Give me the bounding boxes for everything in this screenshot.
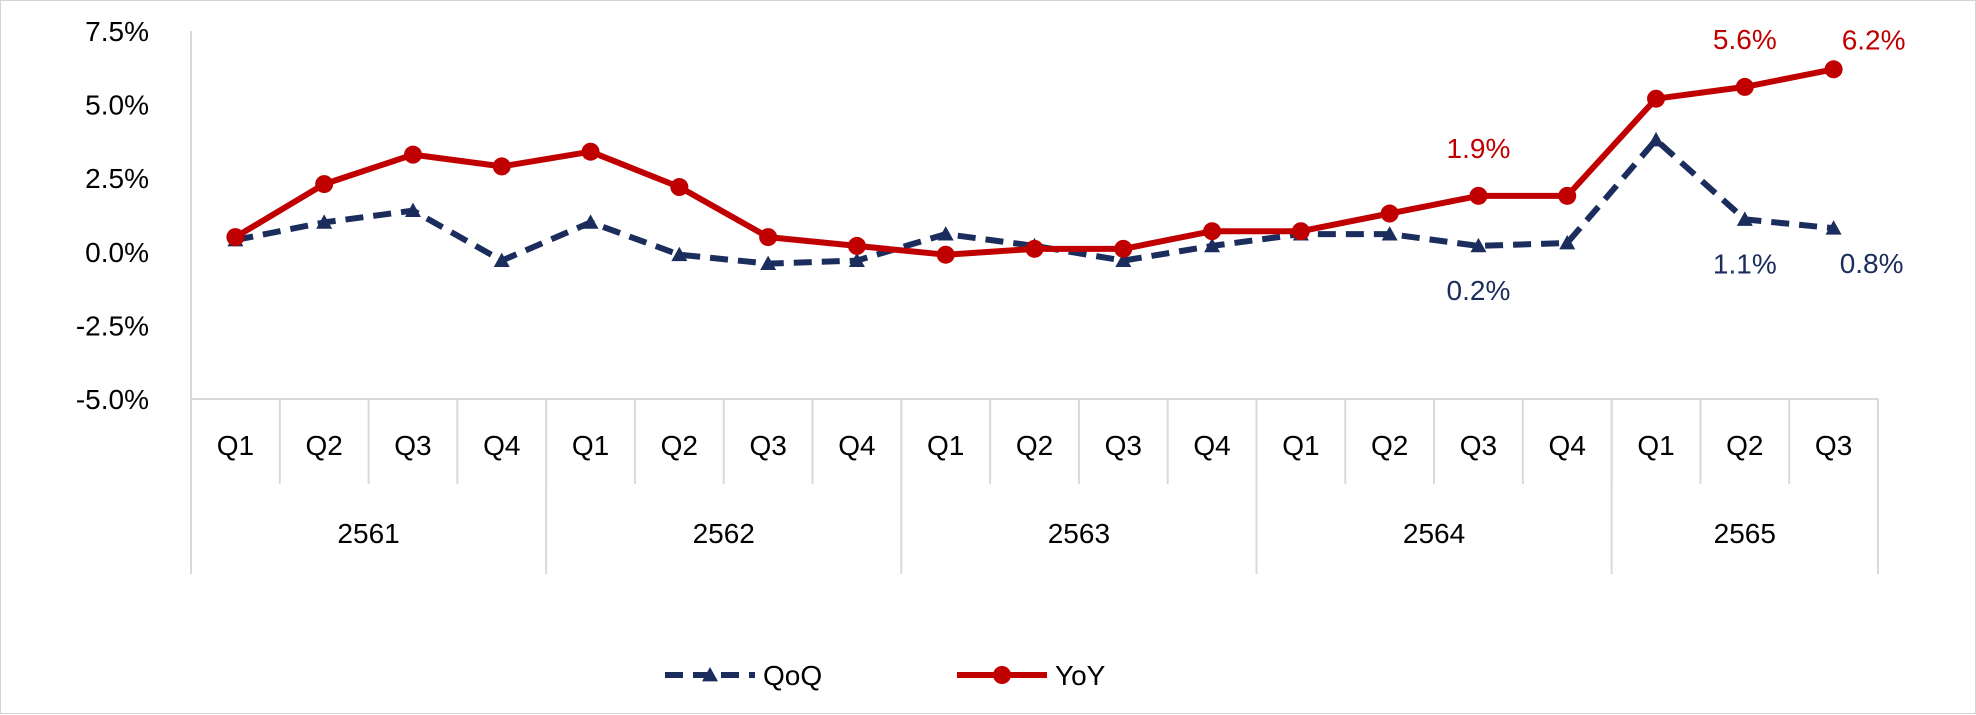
y-tick-label: -2.5% (76, 310, 149, 341)
qoq-point (1470, 237, 1487, 253)
qoq-point (1648, 131, 1665, 147)
x-tick-label: Q4 (1193, 430, 1230, 461)
yoy-point (581, 142, 600, 161)
qoq-point (493, 252, 510, 268)
yoy-point (1558, 186, 1577, 205)
x-tick-label: Q4 (1549, 430, 1586, 461)
x-tick-label: Q2 (661, 430, 698, 461)
x-tick-label: Q3 (1815, 430, 1852, 461)
x-tick-label: Q1 (572, 430, 609, 461)
qoq-point (1115, 252, 1132, 268)
qoq-data-label: 1.1% (1713, 248, 1777, 279)
yoy-series-line (233, 66, 1835, 258)
yoy-point (759, 228, 778, 247)
yoy-point (1824, 60, 1843, 79)
x-tick-label: Q3 (394, 430, 431, 461)
yoy-point (1025, 239, 1044, 258)
qoq-point (582, 214, 599, 229)
y-tick-label: 0.0% (85, 237, 149, 268)
data-labels-layer: 0.2% 1.1% 0.8% 1.9% 5.6% 6.2% (1447, 24, 1906, 306)
qoq-data-label: 0.8% (1840, 248, 1904, 279)
x-tick-label: Q1 (1637, 430, 1674, 461)
qoq-point (1736, 211, 1753, 226)
qoq-point (760, 255, 777, 270)
x-group-label: 2565 (1714, 518, 1776, 549)
qoq-point (671, 246, 688, 262)
y-tick-label: 7.5% (85, 16, 149, 47)
qoq-point (1825, 220, 1842, 235)
legend: QoQ YoY (665, 660, 1106, 691)
y-tick-label: -5.0% (76, 384, 149, 415)
yoy-point (1647, 89, 1666, 108)
yoy-point (315, 175, 334, 194)
qoq-point (937, 226, 954, 241)
x-group-label: 2562 (693, 518, 755, 549)
qoq-point (404, 202, 421, 217)
yoy-point (403, 145, 422, 164)
yoy-point (1469, 186, 1488, 205)
legend-yoy-label: YoY (1055, 660, 1106, 691)
yoy-point (670, 178, 689, 197)
x-tick-label: Q4 (838, 430, 875, 461)
yoy-point (936, 245, 955, 264)
yoy-point (226, 228, 245, 247)
x-tick-label: Q3 (1460, 430, 1497, 461)
yoy-point (1114, 239, 1133, 258)
x-tick-label: Q3 (1105, 430, 1142, 461)
x-tick-label: Q1 (1282, 430, 1319, 461)
yoy-data-label: 5.6% (1713, 24, 1777, 55)
axes-layer: 7.5% 5.0% 2.5% 0.0% -2.5% -5.0% Q1 Q2 Q3 Q4 Q1 Q2 Q3… (76, 16, 1879, 574)
x-tick-label: Q2 (1016, 430, 1053, 461)
yoy-data-label: 1.9% (1447, 133, 1511, 164)
qoq-data-label: 0.2% (1447, 275, 1511, 306)
y-tick-label: 5.0% (85, 90, 149, 121)
x-tick-label: Q2 (1726, 430, 1763, 461)
yoy-point (492, 157, 511, 176)
x-tick-label: Q2 (306, 430, 343, 461)
qoq-point (1381, 226, 1398, 241)
yoy-point (1735, 77, 1754, 96)
qoq-point (848, 252, 865, 268)
x-group-label: 2561 (337, 518, 399, 549)
y-tick-label: 2.5% (85, 163, 149, 194)
x-group-label: 2564 (1403, 518, 1465, 549)
yoy-point (1380, 204, 1399, 223)
qoq-point (1559, 234, 1576, 250)
legend-yoy-marker (993, 666, 1011, 684)
yoy-point (1203, 222, 1222, 241)
x-tick-label: Q4 (483, 430, 520, 461)
x-tick-label: Q2 (1371, 430, 1408, 461)
x-tick-label: Q3 (749, 430, 786, 461)
legend-qoq-label: QoQ (763, 660, 822, 691)
qoq-point (316, 214, 333, 229)
qoq-point (1204, 237, 1221, 253)
x-tick-label: Q1 (927, 430, 964, 461)
legend-qoq-marker (702, 667, 718, 682)
x-tick-label: Q1 (217, 430, 254, 461)
x-group-label: 2563 (1048, 518, 1110, 549)
yoy-data-label: 6.2% (1842, 24, 1906, 55)
yoy-point (847, 236, 866, 255)
yoy-point (1291, 222, 1310, 241)
series-layer (226, 60, 1843, 270)
